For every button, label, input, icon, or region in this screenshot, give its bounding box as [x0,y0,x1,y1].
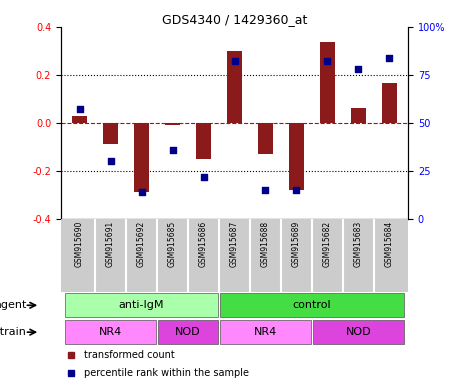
Text: NR4: NR4 [254,327,277,337]
Point [324,58,331,65]
Text: NOD: NOD [346,327,371,337]
Text: control: control [293,300,331,310]
Title: GDS4340 / 1429360_at: GDS4340 / 1429360_at [162,13,307,26]
Bar [72,116,87,123]
Text: anti-IgM: anti-IgM [119,300,164,310]
Bar [65,320,156,344]
Point [386,55,393,61]
Text: NOD: NOD [175,327,201,337]
Point [169,147,176,153]
Text: GSM915685: GSM915685 [168,221,177,267]
Bar [227,51,242,123]
Text: GSM915688: GSM915688 [261,221,270,267]
Text: agent: agent [0,300,26,310]
Text: GSM915689: GSM915689 [292,221,301,267]
Text: GSM915687: GSM915687 [230,221,239,267]
Bar [196,123,211,159]
Bar [134,123,149,192]
Point [200,174,207,180]
Bar [158,320,219,344]
Bar [312,320,404,344]
Text: GSM915692: GSM915692 [137,221,146,267]
Bar [351,109,366,123]
Bar [258,123,273,154]
Point [293,187,300,193]
Text: strain: strain [0,327,26,337]
Point [262,187,269,193]
Text: GSM915682: GSM915682 [323,221,332,267]
Bar [103,123,118,144]
Bar [65,293,219,317]
Text: transformed count: transformed count [83,350,174,360]
Point [76,106,83,113]
Text: GSM915686: GSM915686 [199,221,208,267]
Bar [219,320,311,344]
Text: GSM915684: GSM915684 [385,221,394,267]
Text: percentile rank within the sample: percentile rank within the sample [83,367,249,377]
Point [231,58,238,65]
Point [107,158,114,164]
Point [138,189,145,195]
Bar [219,293,404,317]
Text: GSM915691: GSM915691 [106,221,115,267]
Text: GSM915683: GSM915683 [354,221,363,267]
Text: NR4: NR4 [99,327,122,337]
Bar [382,83,397,123]
Bar [320,43,335,123]
Bar [165,123,180,125]
Text: GSM915690: GSM915690 [75,221,84,267]
Bar [289,123,304,190]
Point [355,66,362,72]
